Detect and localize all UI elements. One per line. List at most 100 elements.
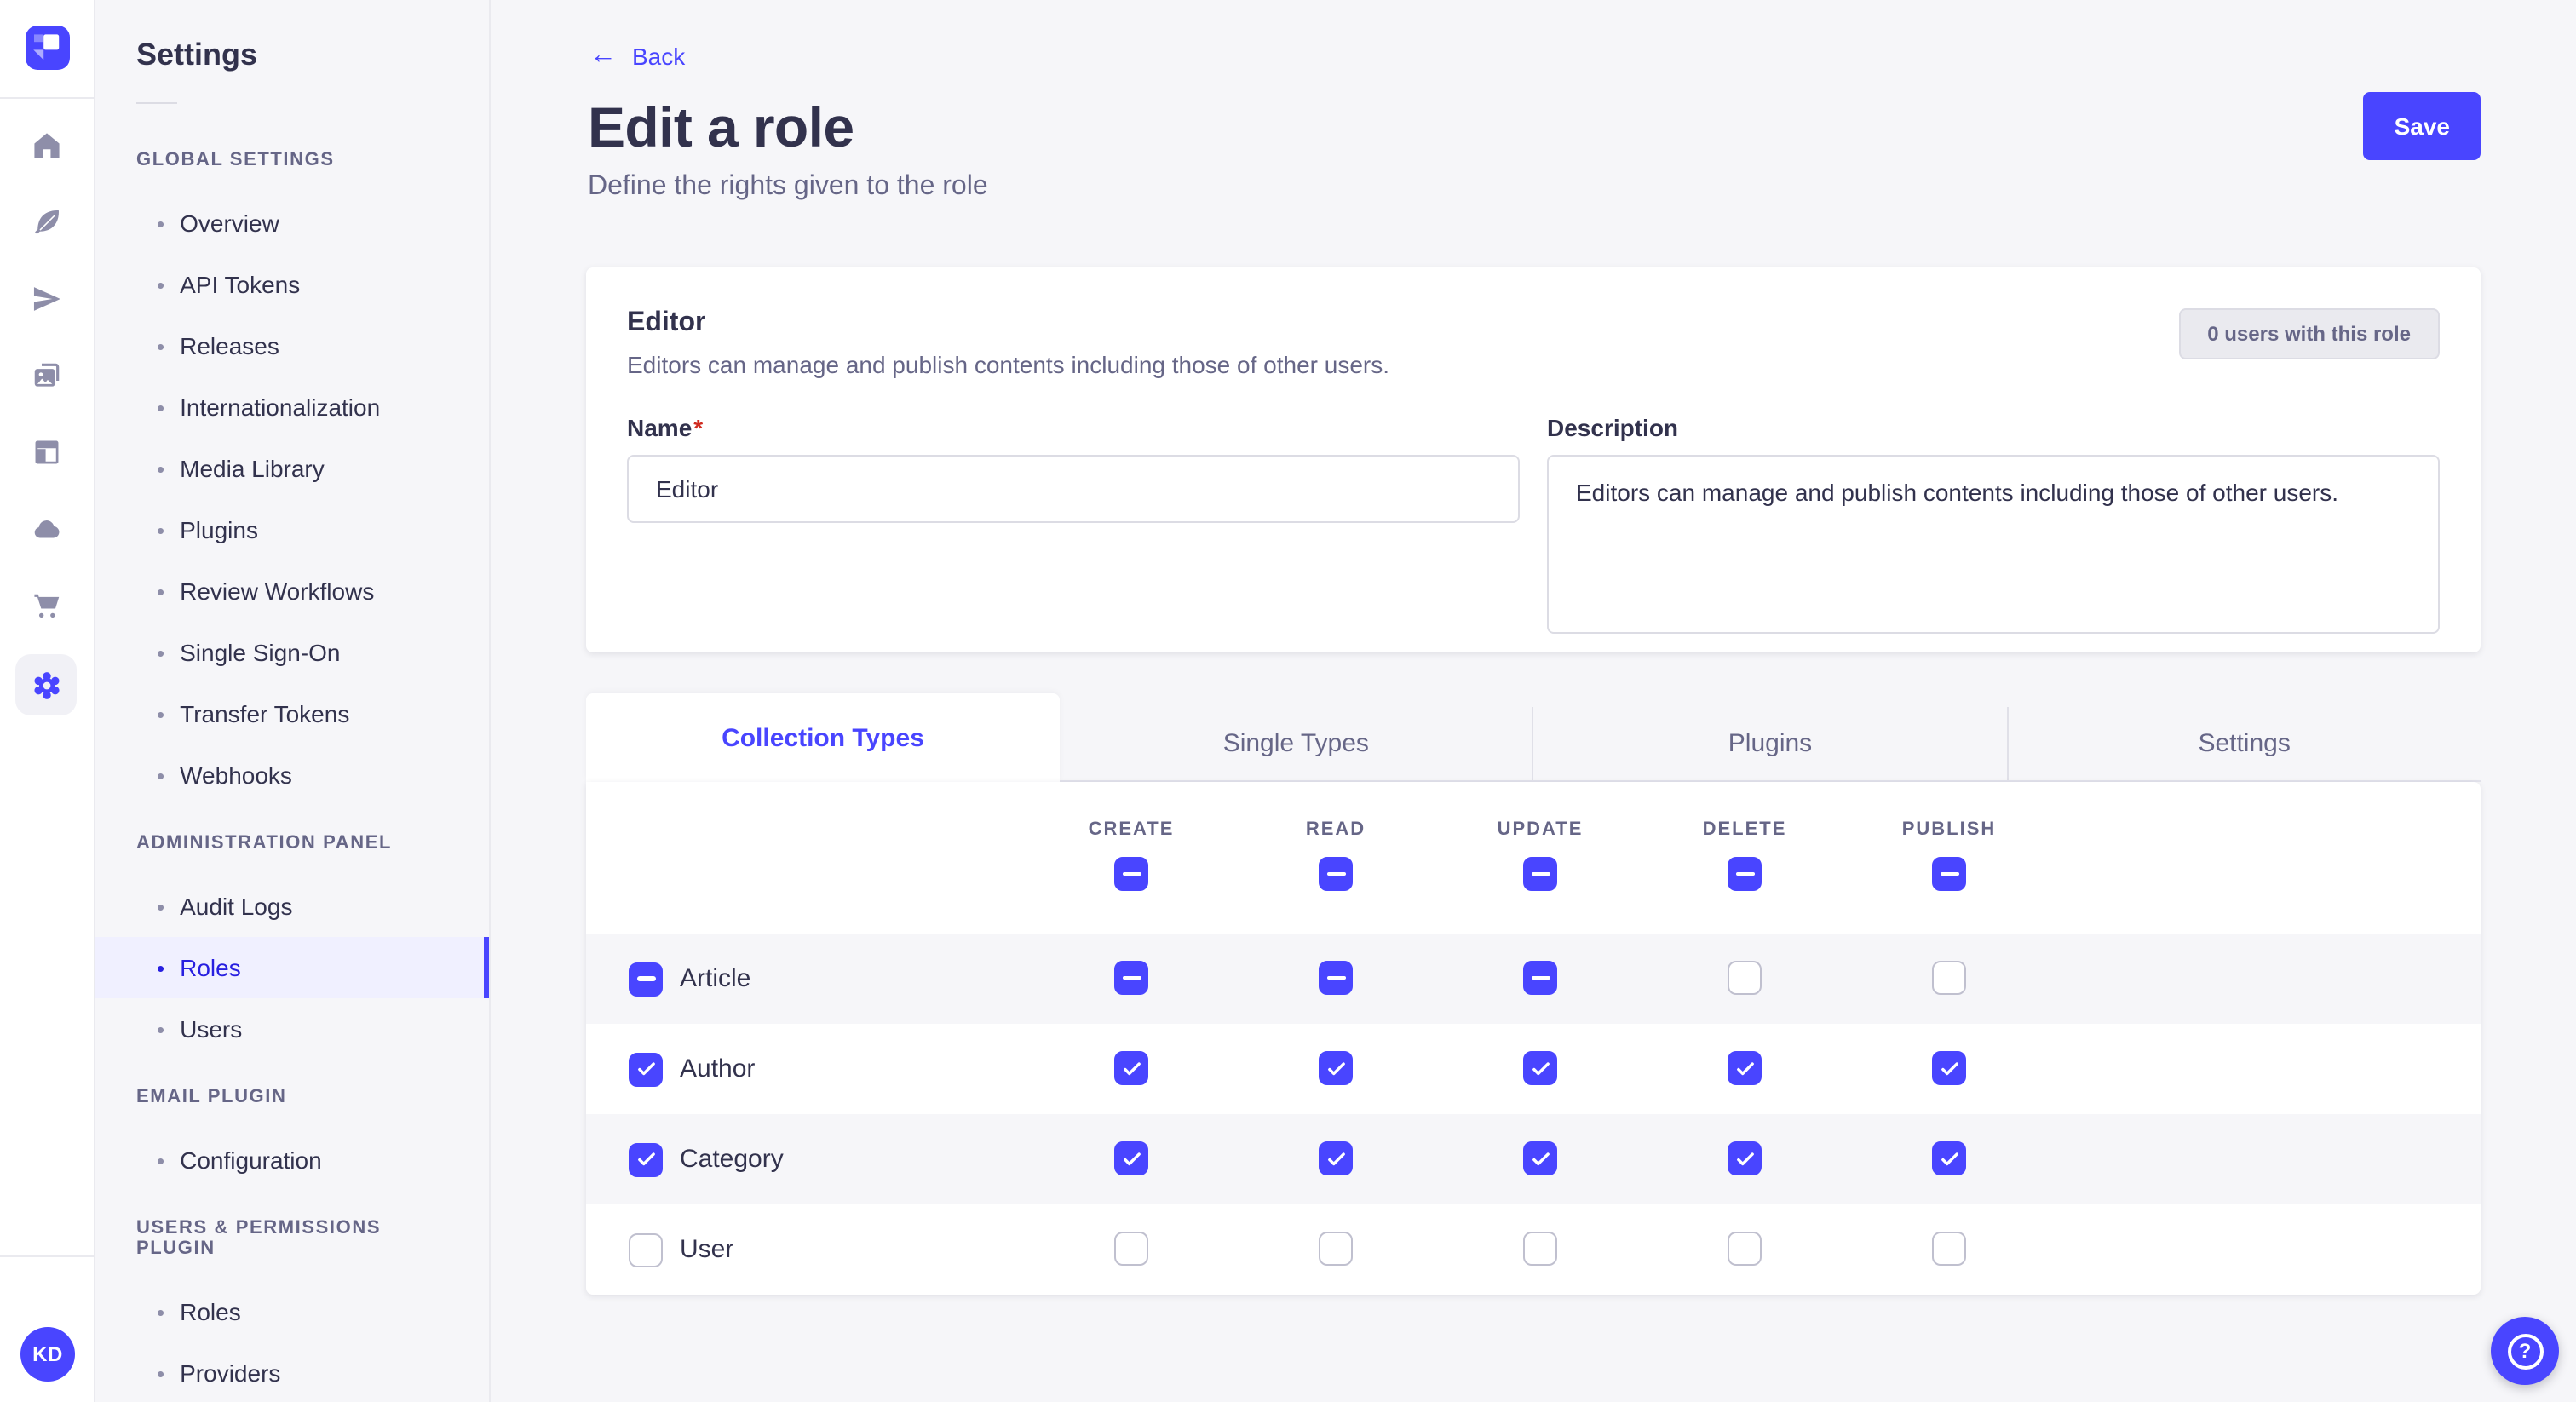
help-button[interactable]: ? — [2491, 1317, 2559, 1385]
cell-category-create — [1029, 1141, 1233, 1175]
sidebar-item-review-workflows[interactable]: • Review Workflows — [95, 560, 489, 622]
sidebar-item-media-library[interactable]: • Media Library — [95, 438, 489, 499]
cell-user-delete — [1642, 1232, 1847, 1266]
sidebar-title-rule — [136, 102, 177, 104]
category-row-checkbox[interactable] — [629, 1142, 663, 1176]
sidebar-item-plugins[interactable]: • Plugins — [95, 499, 489, 560]
tab-plugins[interactable]: Plugins — [1532, 707, 2007, 780]
author-row-checkbox[interactable] — [629, 1052, 663, 1086]
nav-layout-icon[interactable] — [26, 431, 66, 472]
user-create-checkbox[interactable] — [1114, 1232, 1148, 1266]
user-read-checkbox[interactable] — [1319, 1232, 1353, 1266]
row-header: Article — [629, 934, 750, 1024]
sidebar-item-providers[interactable]: • Providers — [95, 1342, 489, 1402]
sidebar-item-label: Configuration — [180, 1146, 322, 1174]
check-icon — [1736, 1152, 1753, 1165]
minus-icon — [1122, 975, 1141, 980]
user-avatar[interactable]: KD — [20, 1327, 75, 1382]
cell-user-update — [1438, 1232, 1642, 1266]
select-all-delete-cell — [1642, 857, 1847, 891]
category-delete-checkbox[interactable] — [1728, 1141, 1762, 1175]
user-publish-checkbox[interactable] — [1932, 1232, 1966, 1266]
row-label: Author — [680, 1054, 756, 1083]
category-update-checkbox[interactable] — [1523, 1141, 1557, 1175]
minus-icon — [1940, 871, 1958, 876]
author-read-checkbox[interactable] — [1319, 1051, 1353, 1085]
category-create-checkbox[interactable] — [1114, 1141, 1148, 1175]
sidebar-item-label: Audit Logs — [180, 893, 293, 920]
cell-user-create — [1029, 1232, 1233, 1266]
bullet-icon: • — [157, 456, 165, 481]
sidebar-item-roles[interactable]: • Roles — [95, 1281, 489, 1342]
select-all-create-checkbox[interactable] — [1114, 857, 1148, 891]
sidebar-item-users[interactable]: • Users — [95, 998, 489, 1060]
sidebar-item-label: Users — [180, 1015, 243, 1043]
row-label: Category — [680, 1145, 784, 1174]
sidebar-item-configuration[interactable]: • Configuration — [95, 1129, 489, 1191]
select-all-delete-checkbox[interactable] — [1728, 857, 1762, 891]
name-input[interactable] — [627, 455, 1520, 523]
sidebar-item-label: Roles — [180, 1298, 241, 1325]
permission-row-user: User — [586, 1204, 2481, 1295]
user-row-checkbox[interactable] — [629, 1232, 663, 1267]
article-publish-checkbox[interactable] — [1932, 961, 1966, 995]
article-delete-checkbox[interactable] — [1728, 961, 1762, 995]
tab-single-types[interactable]: Single Types — [1222, 729, 1369, 758]
settings-sidebar: Settings GLOBAL SETTINGS • Overview • API To… — [95, 0, 491, 1402]
sidebar-item-overview[interactable]: • Overview — [95, 192, 489, 254]
back-link[interactable]: ← Back — [589, 42, 685, 70]
article-read-checkbox[interactable] — [1319, 961, 1353, 995]
nav-cart-icon[interactable] — [26, 584, 66, 625]
bullet-icon: • — [157, 955, 165, 980]
check-icon — [1736, 1061, 1753, 1075]
select-all-update-checkbox[interactable] — [1523, 857, 1557, 891]
article-create-checkbox[interactable] — [1114, 961, 1148, 995]
permission-row-author: Author — [586, 1024, 2481, 1114]
main-content: ← Back Edit a role Define the rights giv… — [491, 0, 2576, 1402]
strapi-logo[interactable] — [26, 26, 70, 70]
article-update-checkbox[interactable] — [1523, 961, 1557, 995]
category-read-checkbox[interactable] — [1319, 1141, 1353, 1175]
check-icon — [1941, 1152, 1958, 1165]
nav-send-icon[interactable] — [26, 278, 66, 319]
select-all-read-checkbox[interactable] — [1319, 857, 1353, 891]
author-update-checkbox[interactable] — [1523, 1051, 1557, 1085]
nav-feather-icon[interactable] — [26, 201, 66, 242]
sidebar-item-roles[interactable]: • Roles — [95, 937, 489, 998]
nav-home-icon[interactable] — [26, 124, 66, 165]
author-publish-checkbox[interactable] — [1932, 1051, 1966, 1085]
user-delete-checkbox[interactable] — [1728, 1232, 1762, 1266]
article-row-checkbox[interactable] — [629, 962, 663, 996]
sidebar-section-label: USERS & PERMISSIONS PLUGIN — [136, 1218, 382, 1259]
select-all-publish-checkbox[interactable] — [1932, 857, 1966, 891]
sidebar-item-label: API Tokens — [180, 271, 301, 298]
cell-author-read — [1233, 1051, 1438, 1085]
check-icon — [637, 1152, 654, 1166]
sidebar-item-label: Releases — [180, 332, 279, 359]
cell-article-create — [1029, 961, 1233, 995]
sidebar-item-single-sign-on[interactable]: • Single Sign-On — [95, 622, 489, 683]
sidebar-item-releases[interactable]: • Releases — [95, 315, 489, 376]
nav-media-images-icon[interactable] — [26, 354, 66, 395]
permission-row-article: Article — [586, 934, 2481, 1024]
sidebar-item-transfer-tokens[interactable]: • Transfer Tokens — [95, 683, 489, 744]
description-textarea[interactable]: Editors can manage and publish contents … — [1547, 455, 2440, 634]
category-publish-checkbox[interactable] — [1932, 1141, 1966, 1175]
nav-gear-icon[interactable] — [15, 654, 77, 715]
sidebar-item-audit-logs[interactable]: • Audit Logs — [95, 876, 489, 937]
question-mark-icon: ? — [2507, 1333, 2543, 1369]
sidebar-item-webhooks[interactable]: • Webhooks — [95, 744, 489, 806]
author-delete-checkbox[interactable] — [1728, 1051, 1762, 1085]
tab-collection-types[interactable]: Collection Types — [586, 693, 1060, 782]
tab-settings[interactable]: Settings — [2006, 707, 2481, 780]
save-button[interactable]: Save — [2363, 92, 2481, 160]
bullet-icon: • — [157, 578, 165, 604]
sidebar-item-api-tokens[interactable]: • API Tokens — [95, 254, 489, 315]
user-update-checkbox[interactable] — [1523, 1232, 1557, 1266]
sidebar-item-internationalization[interactable]: • Internationalization — [95, 376, 489, 438]
sidebar-section-label: ADMINISTRATION PANEL — [136, 833, 393, 853]
nav-cloud-icon[interactable] — [26, 508, 66, 549]
cell-category-delete — [1642, 1141, 1847, 1175]
author-create-checkbox[interactable] — [1114, 1051, 1148, 1085]
sidebar-item-label: Webhooks — [180, 761, 292, 789]
